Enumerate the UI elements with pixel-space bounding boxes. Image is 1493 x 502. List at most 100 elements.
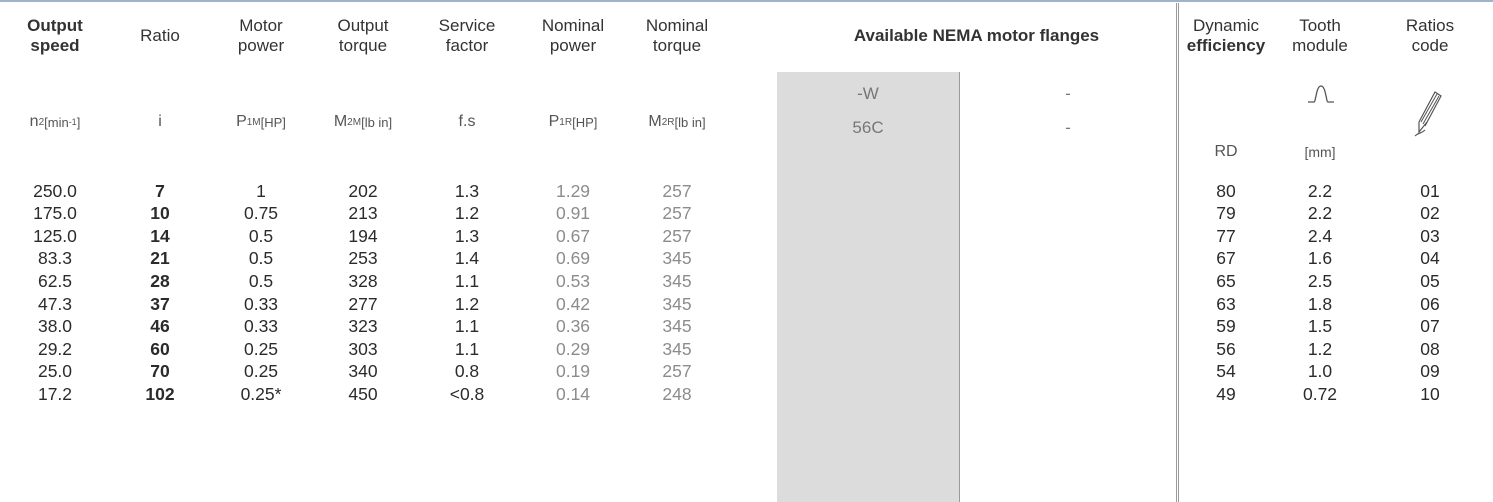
tooth-module-cell: 1.0 — [1307, 361, 1333, 382]
module-unit: [mm] — [1304, 144, 1336, 160]
ratios-code-cell: 10 — [1420, 383, 1440, 404]
header-line1: Output — [27, 16, 83, 35]
tooth-module-cell: 1.5 — [1307, 316, 1333, 337]
nominal-power-cell: 0.91 — [555, 203, 591, 224]
nominal-power-cell: 0.36 — [555, 316, 591, 337]
unit-subscript: 2R — [661, 116, 675, 128]
dynamic-efficiency-cell: 67 — [1216, 248, 1236, 269]
unit-text: [lb in] — [361, 114, 393, 130]
ratios-code-cell: 02 — [1420, 203, 1440, 224]
service-factor-cell: 1.4 — [454, 248, 480, 269]
service-factor-cell: 0.8 — [454, 361, 480, 382]
service-factor-cell: 1.2 — [454, 293, 480, 314]
ratios-code-cell: 01 — [1420, 180, 1440, 201]
tooth-profile-icon — [1308, 85, 1334, 103]
header-line2: speed — [30, 36, 80, 55]
header-line1: Ratios — [1405, 16, 1455, 35]
motor-power-cell: 0.5 — [248, 225, 274, 246]
nominal-power-cell: 0.19 — [555, 361, 591, 382]
ratios-code-cell: 04 — [1420, 248, 1440, 269]
divider — [1176, 3, 1177, 502]
output-torque-cell: 340 — [348, 361, 378, 382]
motor-power-cell: 0.25 — [243, 361, 279, 382]
output-speed-cell: 47.3 — [37, 293, 73, 314]
tooth-module-cell: 1.6 — [1307, 248, 1333, 269]
divider — [1178, 3, 1179, 502]
motor-power-cell: 0.25 — [243, 338, 279, 359]
header-dynamic-efficiency: Dynamic efficiency — [1179, 4, 1273, 68]
output-speed-cell: 83.3 — [37, 248, 73, 269]
unit-text: [min — [44, 114, 69, 130]
dynamic-efficiency-cell: 56 — [1216, 338, 1236, 359]
service-factor-cell: <0.8 — [449, 383, 485, 404]
table-top-border — [0, 0, 1493, 2]
service-factor-cell: 1.3 — [454, 180, 480, 201]
motor-power-cell: 0.75 — [243, 203, 279, 224]
unit-subscript: 1R — [559, 116, 573, 128]
header-line2: code — [1411, 36, 1449, 55]
header-line1: Service — [438, 16, 496, 35]
service-factor-cell: 1.3 — [454, 225, 480, 246]
header-nominal-power: Nominal power — [520, 4, 626, 68]
unit-symbol: P — [548, 113, 560, 130]
output-speed-cell: 62.5 — [37, 270, 73, 291]
unit-symbol: P — [236, 113, 247, 130]
tooth-module-cell: 1.8 — [1307, 293, 1333, 314]
unit-subscript: 2 — [38, 116, 45, 128]
output-torque-cell: 303 — [348, 338, 378, 359]
header-ratios-code: Ratios code — [1367, 4, 1493, 68]
header-line1: Ratio — [140, 26, 180, 45]
output-speed-cell: 175.0 — [33, 203, 77, 224]
output-speed-cell: 17.2 — [37, 383, 73, 404]
header-line2: torque — [652, 36, 702, 55]
service-factor-cell: 1.1 — [454, 338, 480, 359]
divider — [959, 72, 960, 502]
output-torque-cell: 194 — [348, 225, 378, 246]
motor-power-cell: 0.5 — [248, 248, 274, 269]
ratios-code-cell: 05 — [1420, 270, 1440, 291]
efficiency-unit: RD — [1214, 143, 1238, 160]
header-output-speed: Output speed — [0, 4, 110, 68]
ratios-code-cell: 03 — [1420, 225, 1440, 246]
dynamic-efficiency-cell: 63 — [1216, 293, 1236, 314]
header-line2: power — [237, 36, 285, 55]
dynamic-efficiency-cell: 77 — [1216, 225, 1236, 246]
nominal-torque-cell: 345 — [662, 293, 692, 314]
nominal-torque-cell: 257 — [662, 361, 692, 382]
nominal-torque-cell: 248 — [662, 383, 692, 404]
flange-1-size: 56C — [852, 118, 884, 137]
nominal-torque-cell: 257 — [662, 203, 692, 224]
service-factor-cell: 1.1 — [454, 316, 480, 337]
unit-symbol: M — [648, 113, 662, 130]
dynamic-efficiency-cell: 54 — [1216, 361, 1236, 382]
output-speed-cell: 25.0 — [37, 361, 73, 382]
header-line1: Nominal — [541, 16, 605, 35]
ratio-cell: 7 — [155, 180, 165, 201]
header-line2: torque — [338, 36, 388, 55]
unit-superscript: -1 — [68, 117, 77, 127]
nominal-power-cell: 0.42 — [555, 293, 591, 314]
header-nominal-torque: Nominal torque — [626, 4, 728, 68]
ratios-code-cell: 08 — [1420, 338, 1440, 359]
ratio-cell: 10 — [150, 203, 170, 224]
nominal-power-cell: 0.67 — [555, 225, 591, 246]
motor-power-cell: 1 — [256, 180, 266, 201]
dynamic-efficiency-cell: 59 — [1216, 316, 1236, 337]
dynamic-efficiency-cell: 65 — [1216, 270, 1236, 291]
ratio-cell: 60 — [150, 338, 170, 359]
header-line1: Nominal — [645, 16, 709, 35]
header-line2: factor — [445, 36, 489, 55]
unit-symbol: M — [333, 113, 348, 130]
nominal-torque-cell: 345 — [662, 248, 692, 269]
header-line2: power — [549, 36, 597, 55]
flange-1-code: -W — [857, 84, 879, 103]
tooth-module-cell: 1.2 — [1307, 338, 1333, 359]
dynamic-efficiency-cell: 80 — [1216, 180, 1236, 201]
service-factor-cell: 1.1 — [454, 270, 480, 291]
output-torque-cell: 253 — [348, 248, 378, 269]
flange-2-code: - — [1065, 84, 1071, 103]
nominal-torque-cell: 257 — [662, 225, 692, 246]
flange-column-shade — [777, 72, 959, 502]
tooth-module-cell: 2.5 — [1307, 270, 1333, 291]
unit-symbol: f.s — [458, 113, 476, 130]
